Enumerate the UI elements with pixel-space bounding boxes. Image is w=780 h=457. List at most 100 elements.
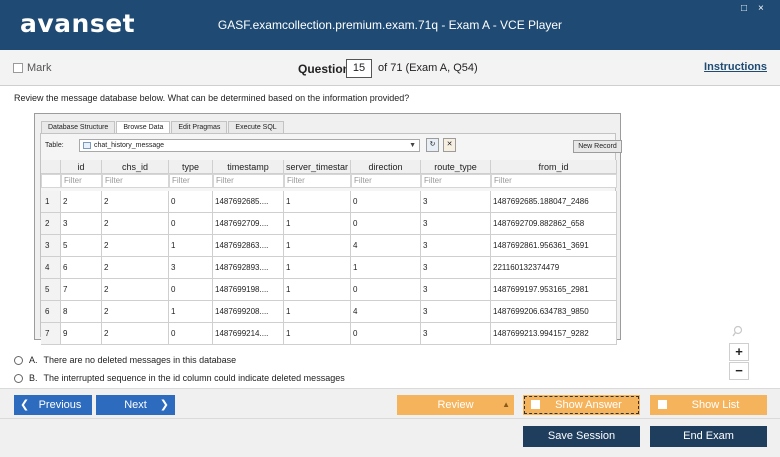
zoom-in-button[interactable]: +: [729, 343, 749, 361]
close-icon[interactable]: ×: [758, 3, 764, 14]
checkbox-icon: [531, 400, 540, 409]
end-exam-button[interactable]: End Exam: [650, 426, 767, 447]
table-cell: 3: [421, 323, 491, 345]
table-cell: 1487692709....: [213, 213, 284, 235]
clear-filter-icon: ✕: [443, 138, 456, 152]
table-cell: 1487699208....: [213, 301, 284, 323]
table-cell: 3: [169, 257, 213, 279]
window-title: GASF.examcollection.premium.exam.71q - E…: [217, 18, 563, 32]
previous-label: Previous: [38, 399, 82, 411]
previous-button[interactable]: ❮ Previous: [14, 395, 92, 415]
row-number: 1: [41, 191, 61, 213]
grid-corner: [41, 160, 61, 174]
filter-input: Filter: [169, 174, 213, 188]
maximize-icon[interactable]: □: [741, 3, 748, 14]
tab-database-structure: Database Structure: [41, 121, 116, 133]
chevron-down-icon: ▼: [409, 142, 416, 149]
show-answer-button[interactable]: Show Answer: [523, 395, 640, 415]
tab-edit-pragmas: Edit Pragmas: [171, 121, 228, 133]
tab-browse-data: Browse Data: [116, 121, 171, 133]
column-header-type: type: [169, 160, 213, 174]
question-number-input[interactable]: 15: [346, 59, 372, 78]
table-icon: [83, 142, 91, 149]
navigation-bar: ❮ Previous Next ❯ Review ▲ Show Answer S…: [0, 388, 780, 418]
question-header: Mark Question 15 of 71 (Exam A, Q54) Ins…: [0, 50, 780, 86]
table-cell: 9: [61, 323, 102, 345]
table-cell: 0: [169, 323, 213, 345]
table-cell: 1: [169, 235, 213, 257]
table-cell: 3: [421, 257, 491, 279]
checkbox-icon: [13, 63, 23, 73]
table-cell: 2: [102, 213, 169, 235]
column-header-server-timestar: server_timestar: [284, 160, 351, 174]
table-cell: 1487692685....: [213, 191, 284, 213]
row-number: 7: [41, 323, 61, 345]
table-cell: 1487699206.634783_9850: [491, 301, 617, 323]
grid-corner-filter: [41, 174, 61, 188]
table-cell: 3: [421, 279, 491, 301]
refresh-icon: ↻: [426, 138, 439, 152]
app-logo: avanset: [20, 9, 136, 38]
table-cell: 2: [102, 301, 169, 323]
answer-option-b[interactable]: B. The interrupted sequence in the id co…: [14, 373, 345, 383]
table-cell: 8: [61, 301, 102, 323]
table-cell: 3: [421, 213, 491, 235]
mark-label: Mark: [27, 62, 52, 74]
table-label: Table:: [45, 142, 64, 149]
show-list-button[interactable]: Show List: [650, 395, 767, 415]
table-cell: 2: [102, 279, 169, 301]
filter-input: Filter: [61, 174, 102, 188]
table-cell: 2: [102, 323, 169, 345]
row-number: 3: [41, 235, 61, 257]
table-cell: 1: [284, 323, 351, 345]
answer-letter: B.: [29, 373, 38, 383]
table-name: chat_history_message: [94, 142, 165, 149]
table-cell: 221160132374479: [491, 257, 617, 279]
zoom-out-button[interactable]: −: [729, 362, 749, 380]
magnifier-icon: [732, 325, 743, 337]
answer-text: The interrupted sequence in the id colum…: [43, 373, 345, 383]
table-cell: 1487692893....: [213, 257, 284, 279]
chevron-right-icon: ❯: [159, 399, 169, 411]
filter-input: Filter: [351, 174, 421, 188]
title-bar: avanset GASF.examcollection.premium.exam…: [0, 0, 780, 50]
table-cell: 1: [284, 235, 351, 257]
table-cell: 1: [284, 213, 351, 235]
next-label: Next: [124, 399, 147, 411]
answer-option-a[interactable]: A. There are no deleted messages in this…: [14, 355, 236, 365]
review-button[interactable]: Review ▲: [397, 395, 514, 415]
question-count: of 71 (Exam A, Q54): [378, 62, 478, 74]
table-cell: 3: [421, 301, 491, 323]
instructions-link[interactable]: Instructions: [704, 61, 767, 73]
table-cell: 7: [61, 279, 102, 301]
table-cell: 5: [61, 235, 102, 257]
table-cell: 4: [351, 235, 421, 257]
save-session-button[interactable]: Save Session: [523, 426, 640, 447]
filter-input: Filter: [421, 174, 491, 188]
table-select: chat_history_message ▼: [79, 139, 420, 152]
table-cell: 3: [421, 235, 491, 257]
new-record-button: New Record: [573, 140, 622, 153]
table-cell: 1: [284, 257, 351, 279]
radio-icon: [14, 355, 23, 365]
filter-input: Filter: [102, 174, 169, 188]
table-cell: 1: [351, 257, 421, 279]
action-bar: Save Session End Exam: [0, 418, 780, 457]
table-cell: 1487692861.956361_3691: [491, 235, 617, 257]
next-button[interactable]: Next ❯: [96, 395, 175, 415]
table-cell: 1487699214....: [213, 323, 284, 345]
row-number: 5: [41, 279, 61, 301]
question-text: Review the message database below. What …: [14, 93, 410, 103]
table-cell: 1: [284, 191, 351, 213]
column-header-timestamp: timestamp: [213, 160, 284, 174]
table-cell: 2: [102, 235, 169, 257]
filter-input: Filter: [213, 174, 284, 188]
mark-checkbox[interactable]: Mark: [13, 62, 51, 74]
table-cell: 0: [351, 279, 421, 301]
table-cell: 2: [102, 257, 169, 279]
tab-execute-sql: Execute SQL: [228, 121, 284, 133]
table-cell: 2: [61, 191, 102, 213]
table-cell: 2: [102, 191, 169, 213]
database-browser-image: Database Structure Browse Data Edit Prag…: [34, 113, 622, 345]
question-label: Question: [298, 62, 351, 76]
